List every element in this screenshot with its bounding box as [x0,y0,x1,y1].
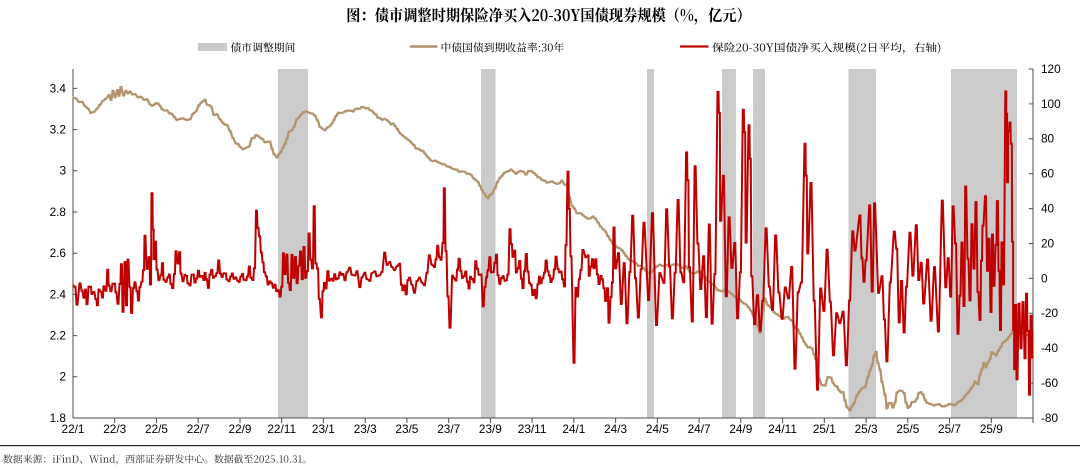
svg-text:20: 20 [1041,236,1055,250]
svg-text:80: 80 [1041,132,1055,146]
svg-text:24/7: 24/7 [688,422,711,436]
svg-text:23/3: 23/3 [354,422,377,436]
svg-text:2.6: 2.6 [50,246,67,260]
svg-text:1.8: 1.8 [50,411,67,425]
svg-text:22/11: 22/11 [267,422,296,436]
svg-text:23/1: 23/1 [312,422,335,436]
svg-text:3.2: 3.2 [50,123,66,137]
svg-text:-80: -80 [1041,411,1058,425]
svg-text:23/5: 23/5 [395,422,418,436]
svg-text:2.4: 2.4 [50,287,67,301]
svg-text:3.4: 3.4 [50,81,67,95]
svg-text:25/9: 25/9 [980,422,1003,436]
svg-text:0: 0 [1041,271,1048,285]
svg-text:24/1: 24/1 [562,422,585,436]
svg-text:2.2: 2.2 [50,329,66,343]
svg-text:23/11: 23/11 [518,422,547,436]
svg-text:24/5: 24/5 [646,422,669,436]
svg-text:22/1: 22/1 [62,422,85,436]
svg-text:23/9: 23/9 [479,422,502,436]
svg-text:22/3: 22/3 [103,422,126,436]
svg-text:22/7: 22/7 [187,422,210,436]
svg-text:23/7: 23/7 [437,422,460,436]
svg-text:100: 100 [1041,97,1061,111]
svg-text:24/9: 24/9 [729,422,752,436]
svg-text:25/1: 25/1 [813,422,836,436]
svg-text:25/3: 25/3 [855,422,878,436]
svg-text:22/5: 22/5 [145,422,168,436]
svg-text:3: 3 [59,164,66,178]
svg-text:2.8: 2.8 [50,205,67,219]
svg-text:2: 2 [59,370,66,384]
svg-text:25/5: 25/5 [896,422,919,436]
svg-text:-40: -40 [1041,341,1058,355]
svg-text:-60: -60 [1041,376,1058,390]
svg-text:24/3: 24/3 [604,422,627,436]
svg-text:-20: -20 [1041,306,1058,320]
svg-text:25/7: 25/7 [938,422,961,436]
svg-text:24/11: 24/11 [768,422,797,436]
svg-text:60: 60 [1041,167,1055,181]
svg-text:22/9: 22/9 [229,422,252,436]
svg-text:40: 40 [1041,202,1055,216]
svg-text:120: 120 [1041,62,1061,76]
